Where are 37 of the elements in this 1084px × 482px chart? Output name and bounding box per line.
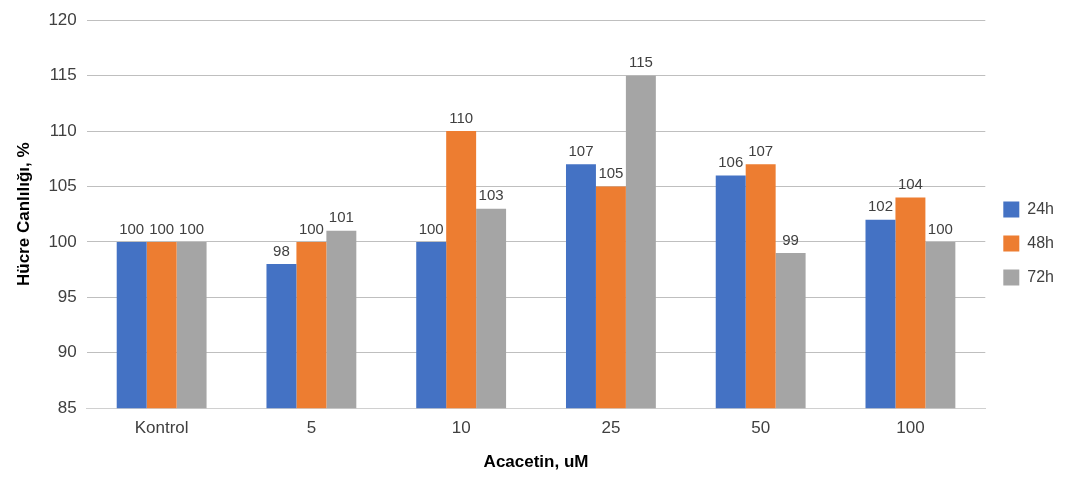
data-label: 100	[179, 219, 205, 237]
x-tick-label: 5	[306, 418, 317, 438]
x-tick-label: 10	[451, 418, 471, 438]
y-tick-label: 100	[48, 231, 77, 251]
y-axis-title: Hücre Canlılığı, %	[13, 142, 33, 286]
data-label: 99	[782, 230, 799, 248]
y-tick-label: 90	[57, 342, 77, 362]
data-label: 106	[718, 153, 744, 171]
data-label: 100	[298, 219, 324, 237]
data-label: 107	[568, 141, 594, 159]
data-label: 115	[628, 53, 653, 71]
x-tick-label: 100	[896, 418, 925, 438]
x-tick-label: Kontrol	[134, 418, 189, 438]
data-label: 107	[748, 141, 774, 159]
data-label: 100	[927, 219, 953, 237]
data-label: 103	[478, 186, 504, 204]
legend-label: 72h	[1027, 267, 1055, 285]
y-tick-label: 110	[49, 120, 77, 140]
data-label: 104	[897, 175, 923, 193]
legend-label: 24h	[1027, 199, 1055, 217]
data-label: 101	[328, 208, 354, 226]
data-label: 100	[418, 219, 444, 237]
data-label: 105	[598, 164, 624, 182]
legend-label: 48h	[1027, 233, 1055, 251]
x-tick-label: 25	[601, 418, 621, 438]
data-label: 100	[119, 219, 145, 237]
y-tick-label: 95	[57, 287, 77, 307]
data-label: 100	[149, 219, 175, 237]
y-tick-label: 105	[48, 176, 77, 196]
data-label: 102	[867, 197, 893, 215]
data-label: 110	[449, 108, 474, 126]
data-label: 98	[273, 241, 290, 259]
x-axis-title: Acacetin, uM	[483, 452, 589, 472]
y-tick-label: 85	[57, 397, 77, 417]
y-tick-label: 120	[48, 9, 77, 29]
y-tick-label: 115	[49, 65, 77, 85]
x-tick-label: 50	[751, 418, 771, 438]
